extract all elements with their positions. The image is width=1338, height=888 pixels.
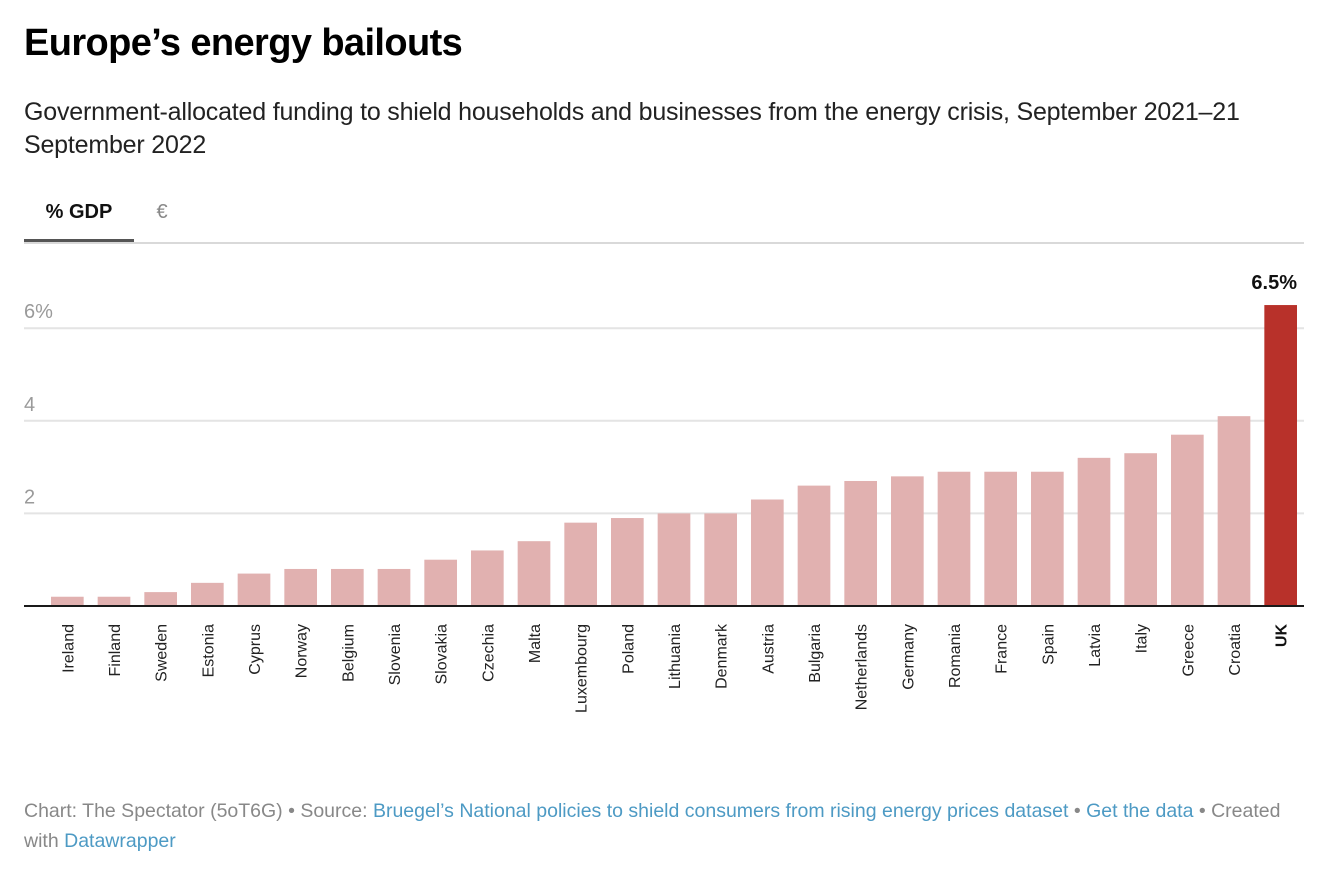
bar-ireland: [51, 596, 84, 606]
bar-bulgaria: [797, 485, 831, 606]
y-tick-label: 2: [24, 486, 35, 508]
gridlines: [24, 327, 1304, 515]
bar-poland: [611, 518, 644, 606]
x-tick-label: Lithuania: [667, 624, 684, 689]
footer-created-with: • Created with: [24, 800, 1281, 852]
x-tick-label: UK: [1274, 624, 1291, 648]
bar-spain: [1031, 471, 1064, 606]
bar-greece: [1171, 434, 1204, 606]
x-tick-label: Italy: [1134, 624, 1151, 653]
x-tick-label: France: [994, 624, 1011, 674]
get-data-link[interactable]: Get the data: [1086, 800, 1194, 822]
chart-subtitle: Government-allocated funding to shield h…: [24, 98, 1240, 159]
bar-netherlands: [844, 480, 877, 606]
x-tick-label: Slovenia: [387, 624, 404, 685]
x-tick-label: Croatia: [1227, 624, 1244, 676]
bar-chart: 2 4 6% Ireland Finland Sweden Estonia Cyprus No…: [24, 272, 1304, 713]
bar-germany: [891, 476, 924, 606]
bar-sweden: [144, 592, 177, 606]
bar-lithuania: [657, 513, 691, 606]
y-axis-ticks: 2 4 6%: [24, 301, 53, 508]
bar-italy: [1124, 453, 1157, 606]
bar-czechia: [471, 550, 504, 606]
footer: Chart: The Spectator (5oT6G) • Source: B…: [24, 796, 1314, 856]
x-tick-label: Austria: [760, 624, 777, 674]
source-link[interactable]: Bruegel’s National policies to shield co…: [372, 800, 1069, 822]
bar-austria: [751, 499, 784, 606]
x-tick-label: Czechia: [480, 624, 497, 682]
bar-france: [984, 471, 1017, 606]
bar-estonia: [191, 582, 224, 606]
x-tick-label: Sweden: [154, 624, 171, 682]
tab-bar: % GDP €: [24, 196, 1304, 244]
bar-norway: [284, 568, 317, 606]
x-tick-label: Netherlands: [854, 624, 871, 710]
x-tick-label: Bulgaria: [807, 624, 824, 683]
x-tick-label: Germany: [900, 624, 917, 690]
datawrapper-link[interactable]: Datawrapper: [64, 830, 176, 852]
x-tick-label: Malta: [527, 624, 544, 663]
bar-latvia: [1077, 457, 1111, 606]
value-label: 6.5%: [1251, 272, 1297, 294]
x-tick-label: Cyprus: [247, 624, 264, 675]
x-tick-label: Denmark: [714, 623, 731, 689]
x-tick-label: Greece: [1180, 624, 1197, 677]
bar-slovakia: [424, 559, 457, 606]
x-tick-label: Spain: [1040, 624, 1057, 665]
y-tick-label: 4: [24, 394, 35, 416]
bar-cyprus: [237, 573, 271, 606]
x-tick-label: Romania: [947, 624, 964, 688]
tab-euro[interactable]: €: [156, 201, 168, 223]
bar-slovenia: [377, 568, 411, 606]
bars: [51, 305, 1297, 606]
x-tick-label: Finland: [107, 624, 124, 676]
bar-belgium: [331, 568, 364, 606]
bar-romania: [937, 471, 971, 606]
x-tick-label: Poland: [620, 624, 637, 674]
x-tick-label: Slovakia: [434, 624, 451, 685]
x-tick-label: Latvia: [1087, 624, 1104, 667]
footer-credit: Chart: The Spectator (5oT6G) • Source:: [24, 800, 373, 822]
footer-separator: •: [1068, 800, 1087, 822]
chart-title: Europe’s energy bailouts: [24, 22, 463, 64]
x-tick-label: Norway: [294, 624, 311, 678]
x-axis-labels: Ireland Finland Sweden Estonia Cyprus Norway B…: [60, 623, 1290, 713]
tab-percent-gdp[interactable]: % GDP: [24, 196, 134, 242]
x-tick-label: Luxembourg: [574, 624, 591, 713]
bar-uk: [1264, 305, 1297, 606]
x-tick-label: Belgium: [340, 624, 357, 682]
x-tick-label: Ireland: [60, 624, 77, 673]
bar-luxembourg: [564, 522, 597, 606]
bar-malta: [517, 541, 551, 606]
bar-croatia: [1217, 416, 1251, 606]
y-tick-label: 6%: [24, 301, 53, 323]
bar-denmark: [704, 513, 737, 606]
x-tick-label: Estonia: [200, 624, 217, 677]
bar-finland: [97, 596, 131, 606]
annotations: 6.5%: [1251, 272, 1297, 294]
